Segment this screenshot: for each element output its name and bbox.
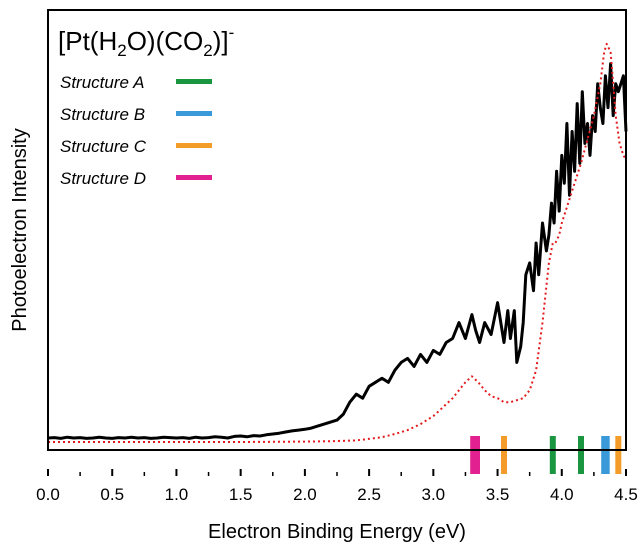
stick-marker	[470, 436, 477, 474]
x-tick-label: 1.5	[229, 485, 253, 504]
legend-label: Structure B	[60, 105, 145, 124]
chart-title: [Pt(H2O)(CO2)]-	[58, 23, 234, 60]
stick-marker	[501, 436, 507, 474]
stick-markers	[470, 436, 622, 474]
legend-label: Structure A	[60, 73, 144, 92]
x-tick-label: 0.0	[36, 485, 60, 504]
x-axis-ticks: 0.0 0.5 1.0 1.5 2.0 2.5 3.0 3.5 4.0 4.5	[36, 469, 638, 504]
x-tick-label: 3.0	[422, 485, 446, 504]
legend-swatch	[176, 175, 212, 180]
legend-label: Structure D	[60, 169, 146, 188]
simulated-spectrum-line	[48, 42, 627, 443]
title-sub-2: 2	[203, 41, 212, 60]
experimental-spectrum-line	[47, 62, 628, 440]
x-tick-label: 2.5	[357, 485, 381, 504]
plot-frame	[47, 9, 627, 451]
x-tick-label: 3.5	[486, 485, 510, 504]
stick-marker	[615, 436, 622, 474]
x-tick-label: 1.0	[165, 485, 189, 504]
plot-area	[47, 42, 628, 443]
title-mid: O)(CO	[127, 26, 204, 56]
legend-swatch	[176, 143, 212, 148]
x-axis-title: Electron Binding Energy (eV)	[208, 521, 466, 543]
legend-label: Structure C	[60, 137, 147, 156]
x-tick-label: 4.0	[550, 485, 574, 504]
stick-marker	[578, 436, 584, 474]
title-suffix: )]	[213, 26, 229, 56]
stick-marker	[603, 436, 610, 474]
legend-swatch	[176, 111, 212, 116]
x-tick-label: 0.5	[100, 485, 124, 504]
legend: Structure A Structure B Structure C Structu…	[60, 73, 212, 188]
x-tick-label: 4.5	[614, 485, 638, 504]
y-axis-title: Photoelectron Intensity	[9, 128, 31, 331]
legend-swatch	[176, 79, 212, 84]
title-sub-1: 2	[117, 41, 126, 60]
title-sup: -	[229, 23, 235, 42]
stick-marker	[474, 436, 480, 474]
x-tick-label: 2.0	[293, 485, 317, 504]
title-prefix: [Pt(H	[58, 26, 117, 56]
stick-marker	[549, 436, 556, 474]
